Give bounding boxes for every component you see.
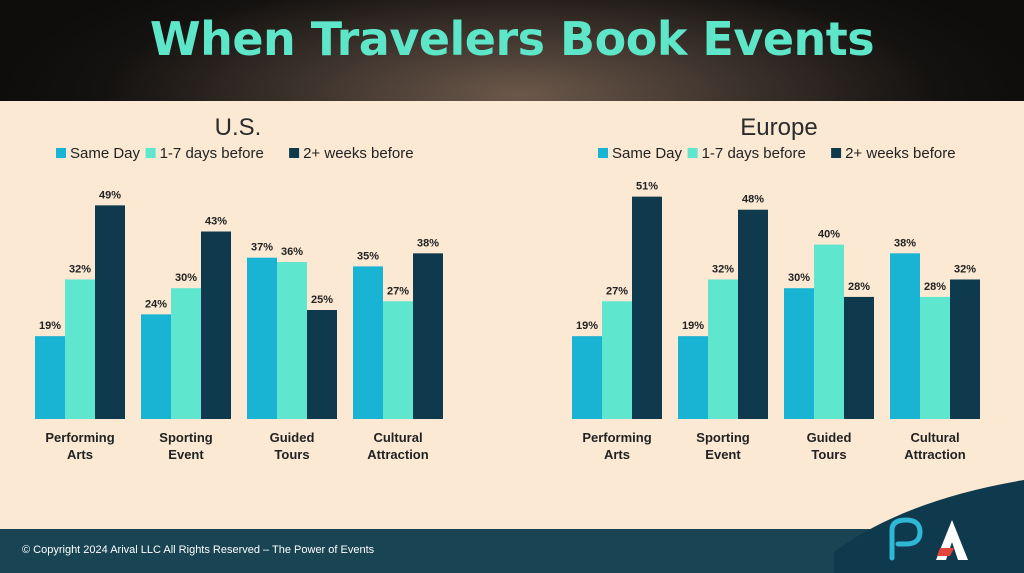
bar	[201, 231, 231, 419]
copyright-text: © Copyright 2024 Arival LLC All Rights R…	[22, 544, 375, 556]
data-label: 37%	[251, 242, 273, 254]
bar	[602, 301, 632, 419]
category-label: Cultural	[910, 430, 959, 445]
data-label: 28%	[848, 281, 870, 293]
data-label: 43%	[205, 216, 227, 228]
legend-swatch	[145, 148, 156, 158]
category-label: Performing	[582, 430, 651, 445]
title-banner: When Travelers Book Events	[0, 0, 1024, 101]
category-label: Sporting	[696, 430, 749, 445]
data-label: 30%	[175, 272, 197, 284]
category-label: Event	[168, 447, 204, 462]
category-label: Arts	[67, 447, 93, 462]
bar	[738, 209, 768, 419]
chart-title: Europe	[740, 114, 817, 141]
data-label: 19%	[682, 320, 704, 332]
logo-p-icon	[889, 517, 923, 561]
legend-label: 2+ weeks before	[845, 145, 956, 162]
bar	[572, 336, 602, 419]
legend-label: 1-7 days before	[702, 145, 806, 162]
data-label: 32%	[712, 263, 734, 275]
chart-title: U.S.	[215, 114, 262, 141]
legend-label: 1-7 days before	[160, 145, 264, 162]
category-label: Guided	[270, 430, 315, 445]
data-label: 19%	[576, 320, 598, 332]
bar	[35, 336, 65, 419]
legend-swatch	[289, 148, 300, 158]
data-label: 28%	[924, 281, 946, 293]
category-label: Guided	[807, 430, 852, 445]
data-label: 19%	[39, 320, 61, 332]
legend-swatch	[56, 148, 66, 158]
data-label: 48%	[742, 194, 764, 206]
bar	[353, 266, 383, 419]
bar	[950, 279, 980, 419]
data-label: 35%	[357, 250, 379, 262]
category-label: Tours	[274, 447, 309, 462]
data-label: 25%	[311, 294, 333, 306]
data-label: 27%	[387, 285, 409, 297]
bar	[307, 310, 337, 419]
legend-swatch	[687, 148, 698, 158]
category-label: Performing	[45, 430, 114, 445]
data-label: 24%	[145, 298, 167, 310]
bar	[413, 253, 443, 419]
data-label: 36%	[281, 246, 303, 258]
category-label: Event	[705, 447, 741, 462]
us-bar-chart: U.S. Same Day 1-7 days before 2+ weeks befo…	[35, 114, 443, 462]
logo-panel-shape	[834, 480, 1024, 573]
logo-a-accent-icon	[937, 548, 954, 556]
bar	[383, 301, 413, 419]
bar	[814, 244, 844, 419]
page-title: When Travelers Book Events	[149, 12, 875, 66]
bar	[678, 336, 708, 419]
data-label: 49%	[99, 189, 121, 201]
charts-area: U.S. Same Day 1-7 days before 2+ weeks befo…	[0, 101, 1024, 529]
legend-label: Same Day	[612, 145, 683, 162]
data-label: 32%	[69, 263, 91, 275]
bar	[141, 314, 171, 419]
bar	[920, 296, 950, 419]
bar	[784, 288, 814, 419]
category-label: Arts	[604, 447, 630, 462]
category-label: Sporting	[159, 430, 212, 445]
legend-label: 2+ weeks before	[303, 145, 414, 162]
data-label: 32%	[954, 263, 976, 275]
bar	[65, 279, 95, 419]
data-label: 40%	[818, 229, 840, 241]
category-label: Attraction	[904, 447, 965, 462]
data-label: 38%	[894, 237, 916, 249]
bar	[708, 279, 738, 419]
legend-swatch	[831, 148, 842, 158]
bar	[632, 196, 662, 419]
europe-bar-chart: Europe Same Day 1-7 days before 2+ weeks be…	[572, 114, 980, 462]
bar	[844, 296, 874, 419]
category-label: Cultural	[373, 430, 422, 445]
brand-logo	[834, 480, 1024, 573]
data-label: 38%	[417, 237, 439, 249]
legend-label: Same Day	[70, 145, 141, 162]
bar	[890, 253, 920, 419]
category-label: Tours	[811, 447, 846, 462]
bar	[247, 257, 277, 419]
data-label: 30%	[788, 272, 810, 284]
data-label: 27%	[606, 285, 628, 297]
bar	[171, 288, 201, 419]
legend-swatch	[598, 148, 608, 158]
bar	[277, 262, 307, 419]
category-label: Attraction	[367, 447, 428, 462]
bar	[95, 205, 125, 419]
data-label: 51%	[636, 181, 658, 193]
